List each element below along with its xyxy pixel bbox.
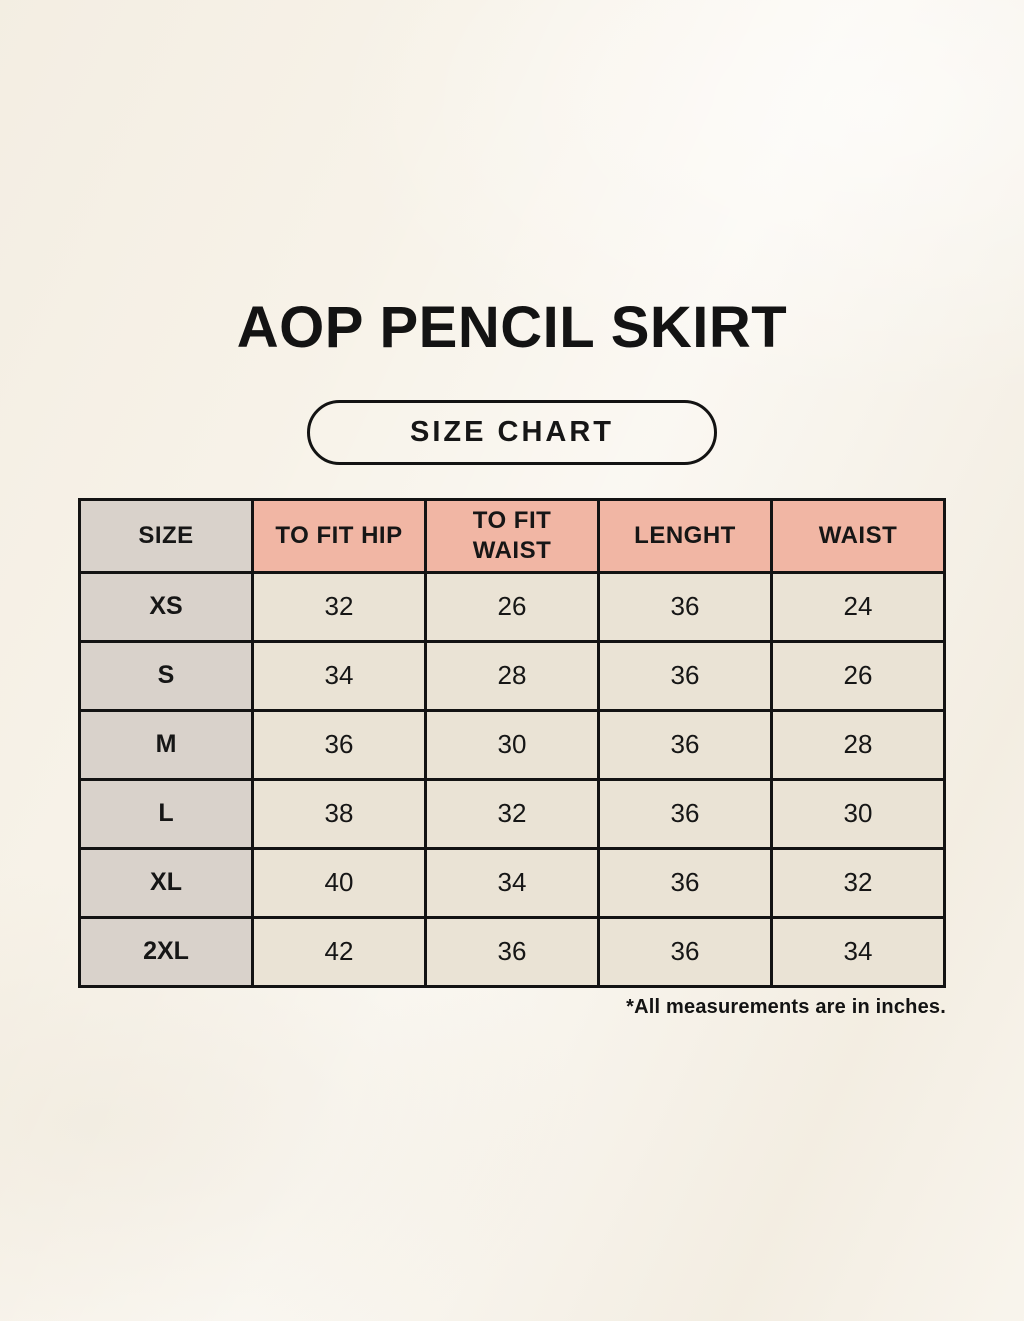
measurement-cell: 24 — [770, 570, 946, 643]
measurement-cell: 40 — [251, 846, 427, 919]
measurement-cell: 34 — [770, 915, 946, 988]
measurement-cell: 36 — [424, 915, 600, 988]
measurement-cell: 34 — [251, 639, 427, 712]
size-cell: XS — [78, 570, 254, 643]
measurement-cell: 30 — [770, 777, 946, 850]
table-row-m: M 36 30 36 28 — [78, 708, 946, 781]
size-cell: L — [78, 777, 254, 850]
table-header-row: SIZE TO FIT HIP TO FIT WAIST LENGHT WAIST — [78, 497, 946, 574]
table-row-xs: XS 32 26 36 24 — [78, 570, 946, 643]
size-chart-badge-label: SIZE CHART — [410, 415, 614, 448]
size-chart-table-container: SIZE TO FIT HIP TO FIT WAIST LENGHT WAIST XS… — [78, 497, 946, 988]
table-row-l: L 38 32 36 30 — [78, 777, 946, 850]
measurement-cell: 28 — [770, 708, 946, 781]
measurements-footnote: *All measurements are in inches. — [626, 995, 946, 1018]
measurement-cell: 36 — [597, 639, 773, 712]
measurement-cell: 32 — [251, 570, 427, 643]
measurement-cell: 36 — [597, 708, 773, 781]
size-cell: M — [78, 708, 254, 781]
table-row-xl: XL 40 34 36 32 — [78, 846, 946, 919]
measurement-cell: 36 — [597, 846, 773, 919]
size-cell: 2XL — [78, 915, 254, 988]
measurement-cell: 36 — [597, 570, 773, 643]
measurement-cell: 36 — [251, 708, 427, 781]
column-header-waist: WAIST — [770, 497, 946, 574]
measurement-cell: 30 — [424, 708, 600, 781]
measurement-cell: 42 — [251, 915, 427, 988]
column-header-size: SIZE — [78, 497, 254, 574]
size-cell: S — [78, 639, 254, 712]
measurement-cell: 36 — [597, 915, 773, 988]
column-header-to-fit-hip: TO FIT HIP — [251, 497, 427, 574]
page-title: AOP PENCIL SKIRT — [236, 295, 788, 360]
size-chart-table: SIZE TO FIT HIP TO FIT WAIST LENGHT WAIST XS… — [78, 497, 946, 988]
size-chart-badge: SIZE CHART — [307, 399, 717, 465]
column-header-to-fit-waist: TO FIT WAIST — [424, 497, 600, 574]
measurement-cell: 32 — [770, 846, 946, 919]
measurement-cell: 38 — [251, 777, 427, 850]
measurement-cell: 28 — [424, 639, 600, 712]
measurement-cell: 26 — [424, 570, 600, 643]
column-header-lenght: LENGHT — [597, 497, 773, 574]
table-row-2xl: 2XL 42 36 36 34 — [78, 915, 946, 988]
measurement-cell: 32 — [424, 777, 600, 850]
size-cell: XL — [78, 846, 254, 919]
table-row-s: S 34 28 36 26 — [78, 639, 946, 712]
measurement-cell: 36 — [597, 777, 773, 850]
measurement-cell: 34 — [424, 846, 600, 919]
measurement-cell: 26 — [770, 639, 946, 712]
